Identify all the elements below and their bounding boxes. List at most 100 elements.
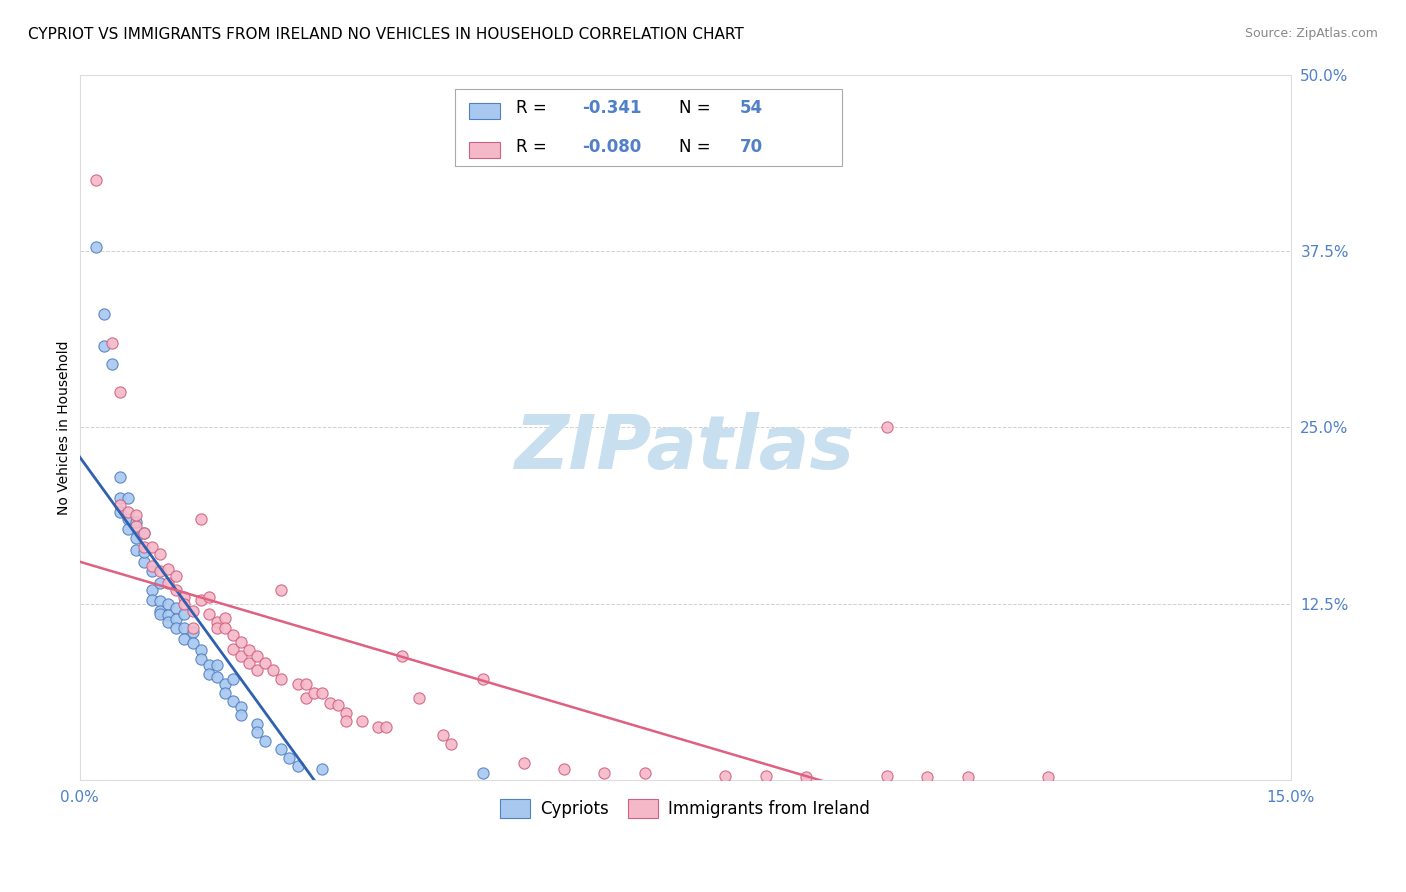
- Point: [117, 522, 139, 536]
- Point: [294, 677, 316, 691]
- Text: ZIPatlas: ZIPatlas: [515, 412, 855, 485]
- Point: [214, 611, 236, 625]
- Point: [173, 621, 195, 635]
- Point: [173, 590, 195, 604]
- Point: [714, 769, 737, 783]
- Point: [335, 706, 357, 720]
- Point: [472, 766, 495, 780]
- Point: [84, 240, 107, 254]
- Point: [132, 526, 155, 541]
- Point: [149, 604, 172, 618]
- Point: [157, 615, 180, 630]
- Point: [270, 672, 292, 686]
- Text: Source: ZipAtlas.com: Source: ZipAtlas.com: [1244, 27, 1378, 40]
- Point: [190, 592, 212, 607]
- FancyBboxPatch shape: [470, 142, 499, 158]
- Point: [157, 597, 180, 611]
- Point: [108, 498, 131, 512]
- Point: [181, 636, 204, 650]
- Point: [352, 714, 374, 728]
- Point: [326, 698, 349, 713]
- Point: [173, 597, 195, 611]
- Point: [165, 621, 187, 635]
- Point: [141, 541, 163, 555]
- Point: [593, 766, 616, 780]
- Text: 54: 54: [740, 99, 762, 117]
- Point: [197, 667, 219, 681]
- Point: [229, 708, 252, 723]
- Point: [335, 714, 357, 728]
- Point: [132, 526, 155, 541]
- Point: [472, 672, 495, 686]
- Point: [270, 742, 292, 756]
- Text: R =: R =: [516, 138, 547, 156]
- Point: [287, 677, 309, 691]
- Text: N =: N =: [679, 138, 710, 156]
- Point: [190, 652, 212, 666]
- Point: [222, 642, 245, 657]
- Point: [391, 649, 413, 664]
- Point: [246, 649, 269, 664]
- FancyBboxPatch shape: [470, 103, 499, 119]
- Point: [262, 663, 284, 677]
- Point: [181, 621, 204, 635]
- Point: [149, 548, 172, 562]
- Point: [132, 541, 155, 555]
- Point: [165, 601, 187, 615]
- Point: [408, 691, 430, 706]
- Point: [125, 519, 148, 533]
- Point: [197, 657, 219, 672]
- Point: [117, 491, 139, 505]
- Point: [181, 604, 204, 618]
- Point: [108, 470, 131, 484]
- Point: [125, 531, 148, 545]
- Point: [367, 720, 389, 734]
- Point: [93, 338, 115, 352]
- Point: [876, 420, 898, 434]
- Point: [214, 621, 236, 635]
- Point: [181, 625, 204, 640]
- Point: [311, 686, 333, 700]
- Point: [302, 686, 325, 700]
- Point: [157, 575, 180, 590]
- Point: [132, 554, 155, 568]
- Text: N =: N =: [679, 99, 710, 117]
- Point: [278, 750, 301, 764]
- Point: [108, 491, 131, 505]
- Point: [222, 628, 245, 642]
- Point: [246, 716, 269, 731]
- Point: [246, 725, 269, 739]
- Point: [311, 762, 333, 776]
- Point: [270, 582, 292, 597]
- Point: [254, 733, 277, 747]
- Y-axis label: No Vehicles in Household: No Vehicles in Household: [58, 340, 72, 515]
- Point: [229, 699, 252, 714]
- Legend: Cypriots, Immigrants from Ireland: Cypriots, Immigrants from Ireland: [494, 792, 877, 825]
- Point: [93, 308, 115, 322]
- Point: [117, 505, 139, 519]
- Text: CYPRIOT VS IMMIGRANTS FROM IRELAND NO VEHICLES IN HOUSEHOLD CORRELATION CHART: CYPRIOT VS IMMIGRANTS FROM IRELAND NO VE…: [28, 27, 744, 42]
- Point: [205, 670, 228, 684]
- Point: [125, 508, 148, 522]
- Point: [157, 561, 180, 575]
- Point: [125, 543, 148, 558]
- Point: [229, 649, 252, 664]
- Point: [141, 582, 163, 597]
- Point: [794, 771, 817, 785]
- Point: [238, 656, 260, 670]
- Point: [101, 335, 124, 350]
- Text: 70: 70: [740, 138, 762, 156]
- FancyBboxPatch shape: [456, 88, 842, 166]
- Point: [173, 607, 195, 621]
- Point: [287, 759, 309, 773]
- Point: [634, 766, 657, 780]
- Point: [141, 592, 163, 607]
- Point: [190, 512, 212, 526]
- Point: [319, 696, 342, 710]
- Point: [108, 505, 131, 519]
- Point: [149, 607, 172, 621]
- Point: [141, 565, 163, 579]
- Point: [165, 612, 187, 626]
- Point: [101, 357, 124, 371]
- Point: [246, 663, 269, 677]
